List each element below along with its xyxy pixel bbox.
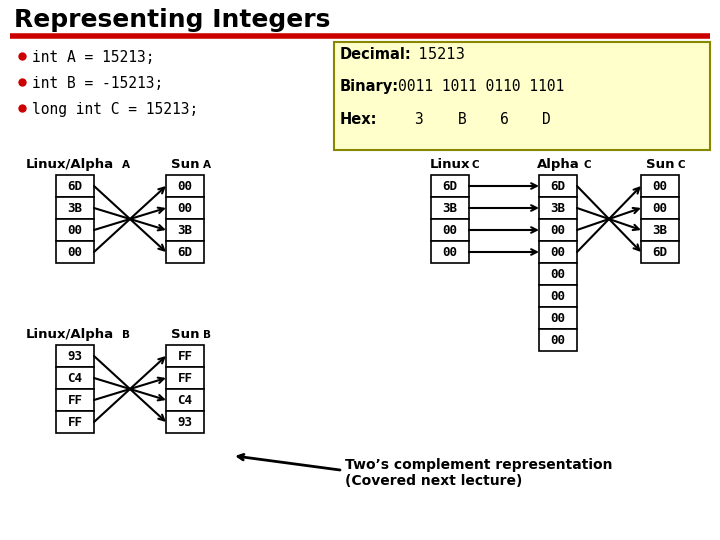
Text: 00: 00 — [178, 179, 192, 192]
Text: 3B: 3B — [68, 201, 83, 214]
Text: 00: 00 — [551, 267, 565, 280]
Bar — [166, 219, 204, 241]
Text: Linux/Alpha: Linux/Alpha — [26, 158, 114, 171]
Bar — [539, 175, 577, 197]
Text: Sun: Sun — [171, 158, 199, 171]
Text: 3B: 3B — [443, 201, 457, 214]
Text: 93: 93 — [178, 415, 192, 429]
Text: FF: FF — [178, 349, 192, 362]
Bar — [166, 241, 204, 263]
Text: 93: 93 — [68, 349, 83, 362]
Bar — [56, 219, 94, 241]
Text: 6D: 6D — [652, 246, 667, 259]
Bar — [539, 241, 577, 263]
Text: B: B — [203, 330, 211, 340]
Text: FF: FF — [68, 394, 83, 407]
Text: B: B — [458, 112, 467, 127]
Text: 3B: 3B — [551, 201, 565, 214]
Text: Representing Integers: Representing Integers — [14, 8, 330, 32]
Text: C4: C4 — [178, 394, 192, 407]
Text: C: C — [584, 160, 592, 170]
Bar — [539, 263, 577, 285]
Text: A: A — [122, 160, 130, 170]
Text: 6D: 6D — [178, 246, 192, 259]
Text: 6D: 6D — [68, 179, 83, 192]
Text: 6D: 6D — [443, 179, 457, 192]
Bar — [431, 241, 469, 263]
Bar — [56, 389, 94, 411]
Text: Alpha: Alpha — [536, 158, 580, 171]
Text: Sun: Sun — [646, 158, 674, 171]
Bar — [641, 175, 679, 197]
Text: 6D: 6D — [551, 179, 565, 192]
Text: 3B: 3B — [652, 224, 667, 237]
Text: 00: 00 — [443, 224, 457, 237]
Bar — [641, 197, 679, 219]
Bar — [539, 329, 577, 351]
Bar — [431, 219, 469, 241]
Text: FF: FF — [178, 372, 192, 384]
Bar — [166, 345, 204, 367]
Bar — [641, 219, 679, 241]
Text: 00: 00 — [443, 246, 457, 259]
Text: 3: 3 — [413, 112, 423, 127]
Text: 00: 00 — [551, 312, 565, 325]
Text: 6: 6 — [500, 112, 508, 127]
Text: Binary:: Binary: — [340, 79, 399, 94]
Text: Linux: Linux — [430, 158, 470, 171]
Bar — [166, 367, 204, 389]
Text: Two’s complement representation
(Covered next lecture): Two’s complement representation (Covered… — [345, 458, 613, 488]
Text: 0011 1011 0110 1101: 0011 1011 0110 1101 — [398, 79, 564, 94]
Text: long int C = 15213;: long int C = 15213; — [32, 102, 198, 117]
Bar — [56, 345, 94, 367]
Text: C4: C4 — [68, 372, 83, 384]
Text: 00: 00 — [652, 179, 667, 192]
Text: FF: FF — [68, 415, 83, 429]
Text: Hex:: Hex: — [340, 112, 377, 127]
Text: C: C — [472, 160, 480, 170]
Bar — [56, 411, 94, 433]
Text: 00: 00 — [551, 289, 565, 302]
Text: int A = 15213;: int A = 15213; — [32, 50, 155, 65]
Bar — [166, 175, 204, 197]
Text: 00: 00 — [652, 201, 667, 214]
Text: int B = -15213;: int B = -15213; — [32, 76, 163, 91]
Text: 00: 00 — [178, 201, 192, 214]
Bar — [539, 197, 577, 219]
Text: 00: 00 — [68, 224, 83, 237]
Bar — [166, 389, 204, 411]
Bar — [539, 307, 577, 329]
Text: 00: 00 — [551, 224, 565, 237]
Bar — [539, 285, 577, 307]
Text: C: C — [678, 160, 685, 170]
Text: 15213: 15213 — [414, 47, 465, 62]
Text: B: B — [122, 330, 130, 340]
Bar — [166, 197, 204, 219]
Bar — [539, 219, 577, 241]
Text: 00: 00 — [551, 246, 565, 259]
Bar — [641, 241, 679, 263]
Bar — [56, 175, 94, 197]
Text: D: D — [541, 112, 550, 127]
Text: 00: 00 — [68, 246, 83, 259]
Bar — [431, 197, 469, 219]
Text: A: A — [203, 160, 211, 170]
Bar — [431, 175, 469, 197]
Bar — [166, 411, 204, 433]
Text: Sun: Sun — [171, 328, 199, 341]
Text: 00: 00 — [551, 334, 565, 347]
Bar — [334, 42, 710, 150]
Text: Linux/Alpha: Linux/Alpha — [26, 328, 114, 341]
Text: Decimal:: Decimal: — [340, 47, 412, 62]
Bar — [56, 197, 94, 219]
Bar — [56, 241, 94, 263]
Text: 3B: 3B — [178, 224, 192, 237]
Bar — [56, 367, 94, 389]
